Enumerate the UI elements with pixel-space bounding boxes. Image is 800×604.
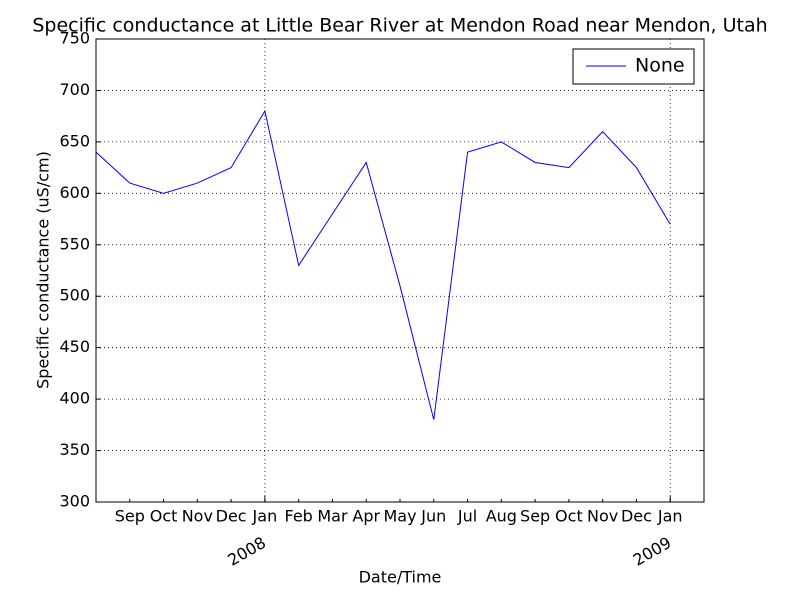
x-tick-label: Jul: [457, 507, 477, 526]
x-tick-label: Sep: [115, 507, 145, 526]
legend-label: None: [635, 55, 685, 77]
x-tick-label: Jan: [252, 507, 278, 526]
x-tick-label: Feb: [285, 507, 313, 526]
plot-frame: [95, 38, 705, 503]
x-tick-label: Nov: [587, 507, 618, 526]
x-tick-label: Sep: [520, 507, 550, 526]
x-tick-label: Oct: [555, 507, 583, 526]
x-tick-label: Dec: [216, 507, 247, 526]
y-tick-label: 300: [59, 492, 90, 511]
x-tick-label: Oct: [150, 507, 178, 526]
y-tick-label: 750: [59, 29, 90, 48]
x-tick-label: May: [383, 507, 416, 526]
x-year-label: 2008: [224, 533, 269, 570]
x-tick-label: Apr: [352, 507, 380, 526]
y-tick-label: 500: [59, 286, 90, 305]
x-tick-label: Aug: [486, 507, 517, 526]
x-axis-label: Date/Time: [359, 568, 442, 587]
y-tick-label: 400: [59, 389, 90, 408]
x-tick-label: Dec: [621, 507, 652, 526]
x-year-label: 2009: [630, 533, 675, 570]
y-tick-label: 350: [59, 440, 90, 459]
x-tick-label: Mar: [317, 507, 348, 526]
y-tick-label: 450: [59, 337, 90, 356]
x-tick-label: Jun: [420, 507, 446, 526]
chart-title: Specific conductance at Little Bear Rive…: [32, 15, 767, 37]
x-tick-label: Nov: [182, 507, 213, 526]
y-tick-label: 700: [59, 80, 90, 99]
y-tick-label: 600: [59, 183, 90, 202]
y-tick-label: 550: [59, 234, 90, 253]
series-line: [95, 109, 671, 420]
y-axis-label: Specific conductance (uS/cm): [34, 151, 53, 389]
y-tick-label: 650: [59, 131, 90, 150]
x-tick-label: Jan: [657, 507, 683, 526]
